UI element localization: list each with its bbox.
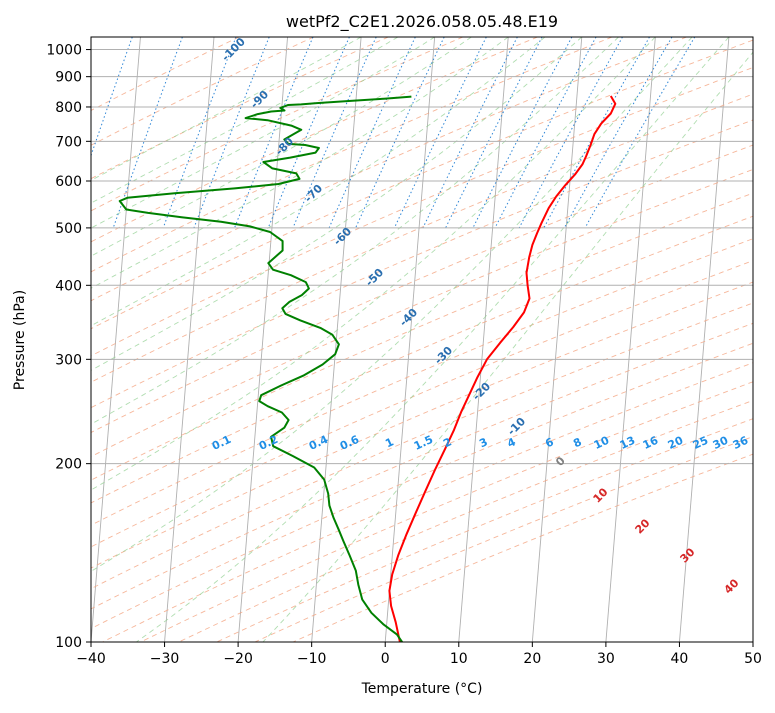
isotherm-line	[753, 37, 775, 642]
x-tick-label: −20	[223, 651, 253, 667]
y-tick-label: 300	[55, 352, 82, 368]
chart-title: wetPf2_C2E1.2026.058.05.48.E19	[286, 12, 558, 32]
y-tick-label: 600	[55, 174, 82, 190]
x-tick-label: 10	[450, 651, 468, 667]
y-tick-label: 800	[55, 100, 82, 116]
y-tick-label: 900	[55, 70, 82, 86]
y-tick-label: 700	[55, 134, 82, 150]
x-tick-label: −30	[150, 651, 180, 667]
x-tick-label: −40	[76, 651, 106, 667]
x-tick-label: 30	[597, 651, 615, 667]
y-tick-label: 400	[55, 278, 82, 294]
y-tick-label: 100	[55, 635, 82, 651]
x-axis: −40 −30 −20 −10 0 10 20 30 40 50	[76, 642, 762, 667]
y-axis: 1000 900 800 700 600 500 400 300 200 100	[46, 43, 91, 651]
x-tick-label: 50	[744, 651, 762, 667]
x-tick-label: 0	[381, 651, 390, 667]
x-tick-label: 20	[523, 651, 541, 667]
x-axis-title: Temperature (°C)	[361, 681, 483, 697]
y-tick-label: 500	[55, 221, 82, 237]
x-tick-label: 40	[671, 651, 689, 667]
y-tick-label: 1000	[46, 43, 82, 59]
x-tick-label: −10	[297, 651, 327, 667]
y-tick-label: 200	[55, 457, 82, 473]
y-axis-title: Pressure (hPa)	[12, 290, 28, 390]
plot-background	[91, 37, 753, 642]
